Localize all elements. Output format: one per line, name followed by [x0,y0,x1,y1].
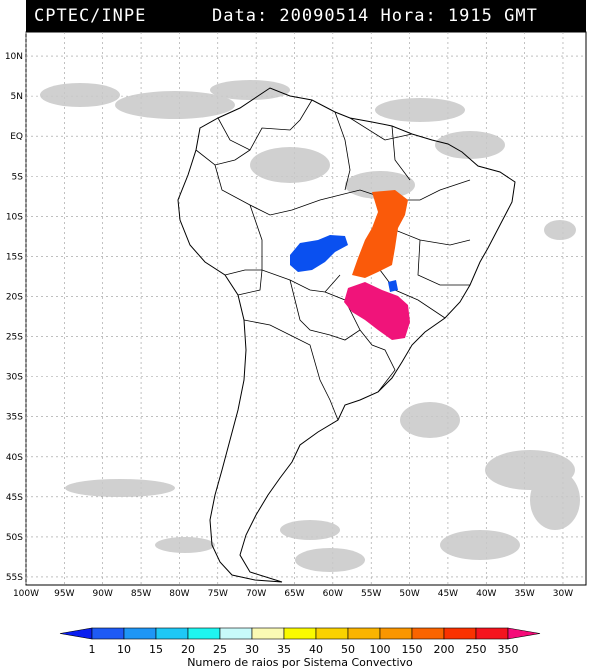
lon-tick-label: 85W [131,589,151,599]
colorbar-value: 1 [89,643,96,656]
colorbar-swatch [443,627,477,640]
lon-tick-label: 75W [208,589,228,599]
lat-tick-label: 25S [6,333,23,343]
convective-systems [290,190,410,340]
lat-tick-label: 10S [6,212,23,222]
lat-tick-label: 35S [6,413,23,423]
map-frame [25,31,587,586]
lat-tick-label: 10N [5,52,23,62]
colorbar-value: 100 [370,643,391,656]
colorbar-value: 10 [117,643,131,656]
colorbar-value: 200 [434,643,455,656]
lat-tick-label: 20S [6,292,23,302]
colorbar-labels: 1 10 15 20 25 30 35 40 50 100 150 200 250 350 [89,643,519,656]
lon-tick-label: 95W [54,589,74,599]
lon-tick-label: 40W [476,589,496,599]
lon-tick-label: 35W [514,589,534,599]
lon-tick-label: 70W [246,589,266,599]
colorbar-value: 15 [149,643,163,656]
lat-tick-label: 45S [6,493,23,503]
colorbar [59,627,541,640]
colorbar-value: 40 [309,643,323,656]
lat-tick-label: 55S [6,573,23,583]
colorbar-swatch [187,627,221,640]
colorbar-value: 50 [341,643,355,656]
colorbar-swatch [315,627,349,640]
lon-tick-label: 100W [13,589,39,599]
colorbar-swatch [347,627,381,640]
lon-tick-label: 65W [284,589,304,599]
small-blue-system [388,280,398,292]
colorbar-value: 35 [277,643,291,656]
lat-tick-label: EQ [10,132,23,142]
colorbar-swatch [475,627,509,640]
lon-tick-label: 30W [553,589,573,599]
colorbar-swatch [219,627,253,640]
colorbar-swatch [507,627,541,640]
colorbar-swatch [91,627,125,640]
colorbar-value: 350 [498,643,519,656]
latitude-labels: 10N 5N EQ 5S 10S 15S 20S 25S 30S 35S 40S 45S 50S 55S [5,52,23,583]
colorbar-swatch [123,627,157,640]
colorbar-swatch [155,627,189,640]
orange-system-brazil [352,190,408,278]
colorbar-swatch [59,627,93,640]
datetime-label: Data: 20090514 Hora: 1915 GMT [212,6,538,26]
blue-system-bolivia [290,235,348,272]
colorbar-swatch [283,627,317,640]
lon-tick-label: 50W [399,589,419,599]
colorbar-value: 30 [245,643,259,656]
colorbar-value: 150 [402,643,423,656]
magenta-system-parana [344,282,410,340]
colorbar-swatch [379,627,413,640]
lat-tick-label: 5N [11,92,23,102]
colorbar-value: 20 [181,643,195,656]
cloud-cover [40,80,580,572]
lon-tick-label: 60W [323,589,343,599]
colorbar-value: 250 [466,643,487,656]
longitude-labels: 100W 95W 90W 85W 80W 75W 70W 65W 60W 55W 50W 45W 40W… [13,589,573,599]
colorbar-swatch [411,627,445,640]
source-label: CPTEC/INPE [34,6,147,26]
lon-tick-label: 55W [361,589,381,599]
south-america-outline [177,87,516,583]
lon-tick-label: 90W [93,589,113,599]
lat-tick-label: 40S [6,453,23,463]
colorbar-caption: Numero de raios por Sistema Convectivo [187,656,413,669]
lat-tick-label: 5S [12,172,24,182]
lat-tick-label: 30S [6,373,23,383]
lat-tick-label: 50S [6,533,23,543]
lat-tick-label: 15S [6,252,23,262]
colorbar-value: 25 [213,643,227,656]
lon-tick-label: 45W [438,589,458,599]
title-bar: CPTEC/INPE Data: 20090514 Hora: 1915 GMT [26,0,586,32]
lon-tick-label: 80W [169,589,189,599]
colorbar-swatch [251,627,285,640]
